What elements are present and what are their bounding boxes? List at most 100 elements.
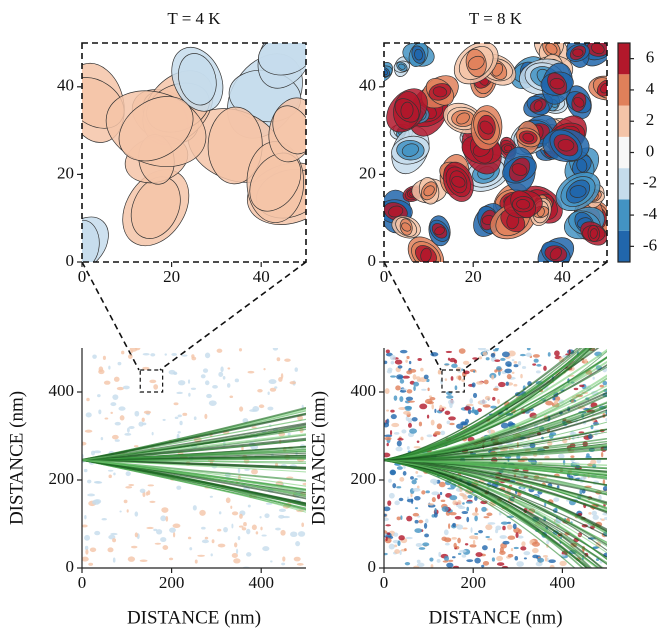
noise-patch [454, 359, 458, 364]
noise-patch [491, 557, 496, 562]
noise-patch [104, 417, 109, 420]
noise-patch [605, 417, 607, 422]
colorbar-tick-label: 0 [646, 141, 655, 160]
noise-patch [100, 437, 104, 441]
noise-patch [147, 484, 155, 487]
noise-patch [204, 413, 208, 420]
noise-patch [480, 500, 488, 505]
noise-patch [400, 388, 407, 391]
noise-patch [237, 467, 241, 474]
noise-patch [466, 559, 474, 563]
noise-patch [548, 559, 556, 563]
noise-patch [542, 554, 549, 558]
noise-patch [396, 374, 404, 380]
noise-patch [455, 504, 463, 508]
noise-patch [226, 383, 231, 388]
noise-patch [101, 517, 107, 521]
noise-patch [474, 532, 479, 535]
noise-patch [517, 529, 522, 535]
noise-patch [176, 433, 180, 440]
noise-patch [437, 370, 442, 375]
noise-patch [413, 446, 421, 449]
noise-patch [443, 529, 449, 536]
noise-patch [204, 352, 211, 359]
noise-patch [276, 357, 281, 362]
noise-patch [177, 431, 181, 434]
noise-patch [216, 348, 223, 353]
noise-patch [394, 549, 401, 554]
noise-patch [416, 474, 423, 478]
noise-patch [414, 496, 421, 501]
noise-patch [398, 535, 405, 541]
noise-patch [549, 564, 555, 568]
noise-patch [399, 550, 402, 555]
noise-patch [409, 428, 417, 434]
contour-region [456, 112, 470, 125]
noise-patch [83, 468, 88, 473]
noise-patch [94, 481, 103, 484]
noise-patch [388, 543, 395, 550]
noise-patch [481, 545, 488, 551]
noise-patch [426, 414, 430, 419]
noise-patch [433, 432, 441, 436]
noise-patch [267, 406, 274, 411]
noise-patch [413, 385, 416, 392]
noise-patch [275, 527, 281, 531]
noise-patch [493, 348, 499, 352]
noise-patch [425, 490, 430, 494]
flow-branch [384, 459, 601, 568]
noise-patch [150, 353, 156, 357]
x-tick-label: 0 [78, 267, 87, 286]
noise-patch [445, 350, 453, 354]
noise-patch [469, 544, 477, 548]
noise-patch [502, 525, 506, 531]
flow-branch [384, 458, 607, 514]
inset-box [139, 369, 164, 393]
noise-patch [484, 395, 491, 401]
flow-branch [384, 348, 579, 461]
plot-frame [383, 42, 608, 263]
noise-patch [586, 453, 590, 458]
noise-patch [389, 354, 396, 361]
noise-patch [490, 405, 497, 409]
flow-branch [384, 448, 607, 462]
noise-patch [466, 506, 470, 512]
contour-region [516, 199, 531, 210]
noise-patch [500, 521, 509, 525]
noise-patch [384, 434, 393, 438]
noise-patch [209, 495, 213, 498]
noise-patch [384, 452, 391, 458]
noise-patch [84, 514, 87, 520]
noise-patch [212, 384, 218, 389]
noise-patch [444, 555, 450, 562]
contour-region [467, 55, 485, 71]
noise-patch [476, 381, 484, 385]
noise-patch [502, 540, 510, 545]
noise-patch [526, 348, 531, 351]
noise-patch [401, 429, 407, 434]
noise-patch [506, 373, 512, 380]
noise-patch [384, 422, 390, 428]
noise-patch [474, 557, 481, 564]
noise-patch [110, 402, 117, 407]
noise-patch [272, 348, 279, 351]
noise-patch [446, 562, 454, 568]
noise-patch [284, 358, 291, 362]
noise-patch [260, 526, 263, 531]
noise-patch [493, 548, 496, 553]
noise-patch [278, 508, 287, 513]
noise-patch [407, 422, 412, 428]
noise-patch [486, 512, 493, 517]
noise-patch [456, 524, 464, 530]
noise-patch [98, 366, 104, 373]
colorbar-tick-label: -4 [643, 204, 658, 223]
noise-patch [110, 532, 118, 536]
noise-patch [514, 555, 519, 561]
noise-patch [453, 542, 457, 549]
noise-patch [294, 367, 298, 372]
colorbar-band [618, 199, 630, 231]
noise-patch [278, 376, 283, 382]
noise-patch [262, 546, 270, 552]
noise-patch [471, 382, 476, 388]
noise-patch [417, 358, 422, 361]
